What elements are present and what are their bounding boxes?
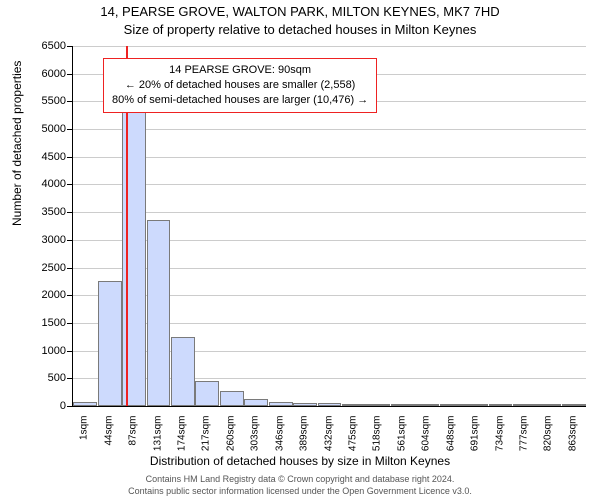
x-tick-label: 820sqm <box>543 416 554 466</box>
chart-container: 14, PEARSE GROVE, WALTON PARK, MILTON KE… <box>0 0 600 500</box>
annotation-line3: 80% of semi-detached houses are larger (… <box>112 93 368 108</box>
y-tick-label: 5000 <box>42 123 66 135</box>
x-tick-label: 87sqm <box>128 416 139 466</box>
y-tick-label: 4500 <box>42 151 66 163</box>
y-tick <box>67 157 72 158</box>
histogram-bar <box>562 404 586 406</box>
histogram-bar <box>244 399 268 406</box>
y-tick <box>67 129 72 130</box>
y-tick <box>67 240 72 241</box>
y-tick <box>67 212 72 213</box>
y-tick <box>67 46 72 47</box>
histogram-bar <box>98 281 122 406</box>
grid-line <box>73 212 586 213</box>
grid-line <box>73 129 586 130</box>
x-tick-label: 561sqm <box>396 416 407 466</box>
grid-line <box>73 184 586 185</box>
y-tick-label: 3500 <box>42 206 66 218</box>
histogram-bar <box>171 337 195 406</box>
y-tick-label: 2000 <box>42 289 66 301</box>
grid-line <box>73 157 586 158</box>
y-tick-label: 1500 <box>42 317 66 329</box>
y-tick-label: 500 <box>48 372 66 384</box>
grid-line <box>73 46 586 47</box>
annotation-line1: 14 PEARSE GROVE: 90sqm <box>112 63 368 78</box>
x-tick-label: 475sqm <box>347 416 358 466</box>
histogram-bar <box>391 404 415 406</box>
x-tick-label: 777sqm <box>518 416 529 466</box>
histogram-bar <box>269 402 293 406</box>
x-tick-label: 518sqm <box>372 416 383 466</box>
x-tick-label: 432sqm <box>323 416 334 466</box>
y-tick <box>67 74 72 75</box>
y-tick <box>67 295 72 296</box>
plot-area: 14 PEARSE GROVE: 90sqm ← 20% of detached… <box>72 46 586 407</box>
chart-title-line2: Size of property relative to detached ho… <box>0 22 600 37</box>
y-axis-title: Number of detached properties <box>10 61 24 226</box>
y-tick-label: 6000 <box>42 68 66 80</box>
histogram-bar <box>513 404 537 406</box>
y-tick-label: 1000 <box>42 345 66 357</box>
histogram-bar <box>342 404 366 406</box>
y-tick <box>67 323 72 324</box>
histogram-bar <box>464 404 488 406</box>
y-tick-label: 5500 <box>42 95 66 107</box>
histogram-bar <box>415 404 439 406</box>
y-tick <box>67 101 72 102</box>
y-tick-label: 4000 <box>42 178 66 190</box>
footer-line1: Contains HM Land Registry data © Crown c… <box>0 474 600 484</box>
histogram-bar <box>366 404 390 406</box>
y-tick <box>67 378 72 379</box>
x-tick-label: 648sqm <box>445 416 456 466</box>
x-tick-label: 863sqm <box>567 416 578 466</box>
y-tick-label: 3000 <box>42 234 66 246</box>
y-tick <box>67 351 72 352</box>
x-tick-label: 1sqm <box>79 416 90 466</box>
histogram-bar <box>440 404 464 406</box>
x-tick-label: 604sqm <box>421 416 432 466</box>
x-tick-label: 260sqm <box>225 416 236 466</box>
histogram-bar <box>293 403 317 406</box>
histogram-bar <box>73 402 97 406</box>
annotation-line2: ← 20% of detached houses are smaller (2,… <box>112 78 368 93</box>
x-tick-label: 44sqm <box>103 416 114 466</box>
histogram-bar <box>489 404 513 406</box>
histogram-bar <box>318 403 342 406</box>
y-tick-label: 0 <box>60 400 66 412</box>
footer-line2: Contains public sector information licen… <box>0 486 600 496</box>
y-tick <box>67 406 72 407</box>
histogram-bar <box>537 404 561 406</box>
chart-title-line1: 14, PEARSE GROVE, WALTON PARK, MILTON KE… <box>0 4 600 19</box>
histogram-bar <box>147 220 171 406</box>
y-tick-label: 2500 <box>42 262 66 274</box>
x-tick-label: 303sqm <box>250 416 261 466</box>
x-tick-label: 217sqm <box>201 416 212 466</box>
y-tick <box>67 268 72 269</box>
x-tick-label: 734sqm <box>494 416 505 466</box>
x-tick-label: 389sqm <box>299 416 310 466</box>
x-tick-label: 131sqm <box>152 416 163 466</box>
histogram-bar <box>220 391 244 407</box>
y-tick <box>67 184 72 185</box>
histogram-bar <box>195 381 219 406</box>
annotation-box: 14 PEARSE GROVE: 90sqm ← 20% of detached… <box>103 58 377 113</box>
x-tick-label: 174sqm <box>176 416 187 466</box>
x-tick-label: 346sqm <box>274 416 285 466</box>
y-tick-label: 6500 <box>42 40 66 52</box>
x-tick-label: 691sqm <box>470 416 481 466</box>
